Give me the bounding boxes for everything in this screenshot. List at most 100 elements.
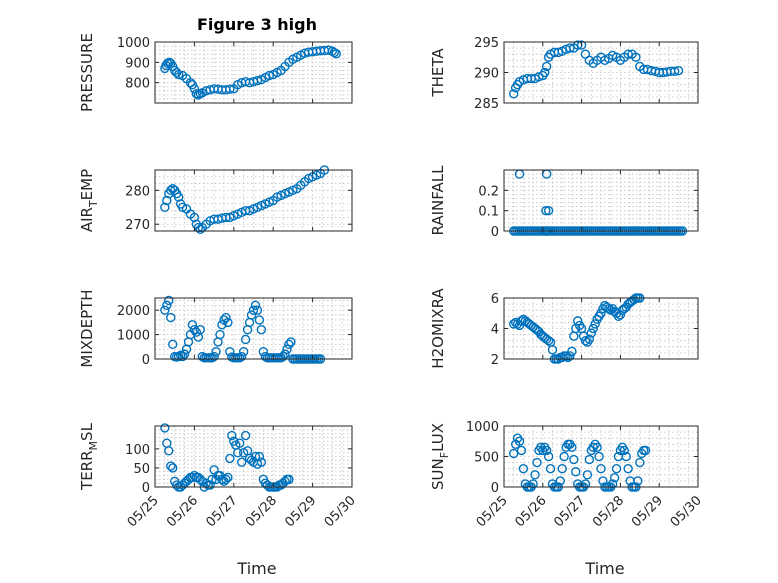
data-point xyxy=(280,349,290,359)
data-point xyxy=(233,447,243,458)
data-point xyxy=(164,295,174,306)
data-point xyxy=(189,212,200,223)
x-tick-label: 05/30 xyxy=(668,493,705,530)
data-point xyxy=(532,457,542,468)
data-point xyxy=(225,84,235,94)
y-axis-label: THETA xyxy=(429,48,447,98)
y-tick-label: 2 xyxy=(491,353,499,368)
data-point xyxy=(221,312,231,323)
data-point xyxy=(584,454,595,465)
data-point xyxy=(514,436,525,446)
data-point xyxy=(284,339,294,350)
data-point xyxy=(596,464,606,474)
subplot-4: 0 0.1 0.2 RAINFALL xyxy=(429,165,699,240)
data-point xyxy=(173,351,184,362)
data-point xyxy=(223,472,233,483)
data-point xyxy=(252,75,263,86)
data-point xyxy=(582,470,593,480)
data-point xyxy=(530,470,540,480)
series-markers xyxy=(160,45,341,100)
y-tick-label: 280 xyxy=(125,184,150,199)
data-point xyxy=(161,60,171,71)
y-tick-label: 0 xyxy=(491,481,499,496)
data-point xyxy=(254,451,265,462)
data-point xyxy=(254,315,265,325)
data-point xyxy=(286,337,296,347)
axes-box xyxy=(154,41,353,104)
data-point xyxy=(264,70,274,81)
y-tick-label: 270 xyxy=(125,218,150,233)
data-point xyxy=(509,448,519,459)
series-markers xyxy=(509,40,684,99)
axes-box xyxy=(154,425,353,488)
plot-area xyxy=(155,170,352,231)
data-point xyxy=(623,464,633,474)
data-point xyxy=(211,346,221,357)
y-tick-label: 0 xyxy=(491,225,499,240)
y-axis-label: MIXDEPTH xyxy=(78,289,96,367)
y-tick-label: 900 xyxy=(125,56,150,71)
data-point xyxy=(540,67,550,78)
y-tick-label: 0.2 xyxy=(478,184,499,199)
subplot-5: 0 1000 2000 MIXDEPTH xyxy=(78,289,353,368)
data-point xyxy=(225,453,235,464)
data-point xyxy=(205,480,215,490)
axes-box xyxy=(154,297,353,360)
data-point xyxy=(236,457,247,467)
data-point xyxy=(586,328,596,338)
data-point xyxy=(631,52,641,62)
data-point xyxy=(553,47,564,58)
data-point xyxy=(217,474,227,485)
y-axis-label: PRESSURE xyxy=(78,33,96,112)
data-point xyxy=(543,451,554,462)
x-tick-label: 05/27 xyxy=(204,493,241,530)
data-point xyxy=(573,316,583,326)
subplot-2: 285 290 295 THETA xyxy=(429,36,699,112)
data-point xyxy=(565,351,575,361)
data-point xyxy=(164,446,174,456)
data-point xyxy=(162,300,172,311)
data-point xyxy=(236,351,247,362)
y-tick-label: 285 xyxy=(474,97,499,112)
data-point xyxy=(609,473,620,483)
x-tick-label: 05/28 xyxy=(243,493,280,530)
subplot-8: 0 500 1000 05/25 05/26 05/27 05/28 05/29 05/30 SU… xyxy=(429,420,705,530)
data-point xyxy=(223,317,233,328)
data-point xyxy=(177,351,188,362)
data-point xyxy=(543,205,554,216)
data-point xyxy=(559,451,569,462)
data-point xyxy=(215,329,225,340)
data-point xyxy=(195,325,206,335)
y-axis-label: SUNFLUX xyxy=(429,423,451,490)
data-point xyxy=(607,479,618,489)
data-point xyxy=(509,89,519,99)
y-tick-label: 500 xyxy=(474,451,499,466)
data-point xyxy=(516,445,527,456)
data-point xyxy=(168,339,178,350)
x-axis-label-right: Time xyxy=(584,559,624,578)
data-point xyxy=(252,305,263,315)
x-tick-label: 05/30 xyxy=(322,493,359,530)
data-point xyxy=(673,65,684,76)
data-point xyxy=(238,346,249,357)
axes-box xyxy=(503,169,699,232)
y-tick-label: 0.1 xyxy=(478,205,499,220)
data-point xyxy=(588,323,598,334)
data-point xyxy=(278,351,288,362)
data-point xyxy=(173,192,184,202)
y-tick-label: 4 xyxy=(491,323,499,338)
data-point xyxy=(555,476,565,486)
data-point xyxy=(256,325,267,335)
figure-title: Figure 3 high xyxy=(197,15,317,34)
x-tick-label: 05/27 xyxy=(551,493,588,530)
data-point xyxy=(331,49,341,59)
data-point xyxy=(284,474,294,485)
x-axis-label-left: Time xyxy=(236,559,276,578)
data-point xyxy=(227,430,237,441)
data-point xyxy=(518,464,529,474)
subplot-7: 0 50 100 05/25 05/26 05/27 05/28 05/29 05/30 TERR… xyxy=(78,422,359,530)
data-point xyxy=(168,463,178,473)
data-point xyxy=(250,300,261,311)
